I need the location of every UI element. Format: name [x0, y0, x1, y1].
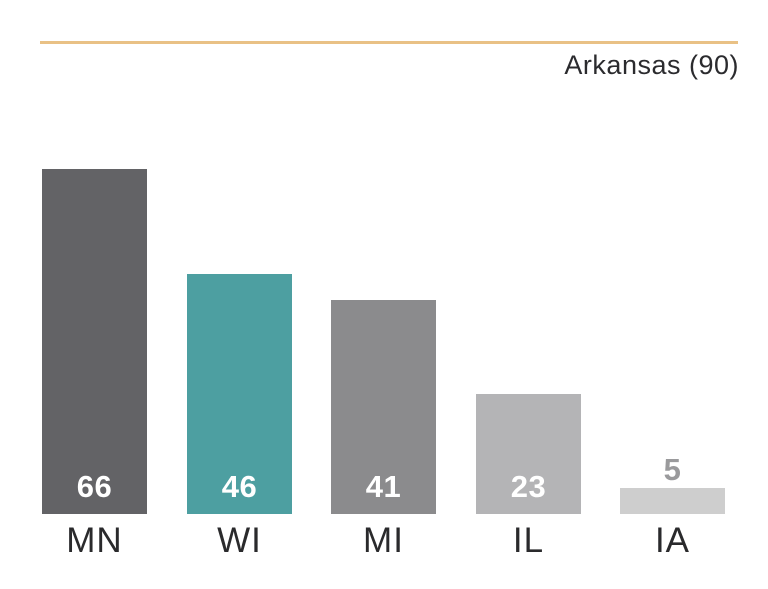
bar-value-label: 46 — [221, 469, 258, 504]
reference-line-label: Arkansas (90) — [564, 50, 739, 80]
bar-ia: 5 — [620, 454, 725, 514]
bar-mi: 41 — [331, 300, 436, 514]
bar-il: 23 — [476, 394, 581, 514]
bar-value-label: 5 — [663, 452, 682, 487]
bar-value-label: 66 — [76, 469, 113, 504]
bar-value-label: 41 — [365, 469, 402, 504]
bar-category-label: WI — [217, 521, 262, 560]
reference-line — [40, 41, 738, 44]
bar-category-label: IL — [512, 521, 545, 560]
bar-category-label: MN — [66, 521, 123, 560]
bar-value-label: 23 — [510, 469, 547, 504]
bar-category-label: IA — [654, 521, 691, 560]
bar-category-label: MI — [363, 521, 404, 560]
bar-wi: 46 — [187, 274, 292, 514]
bar-mn: 66 — [42, 169, 147, 514]
